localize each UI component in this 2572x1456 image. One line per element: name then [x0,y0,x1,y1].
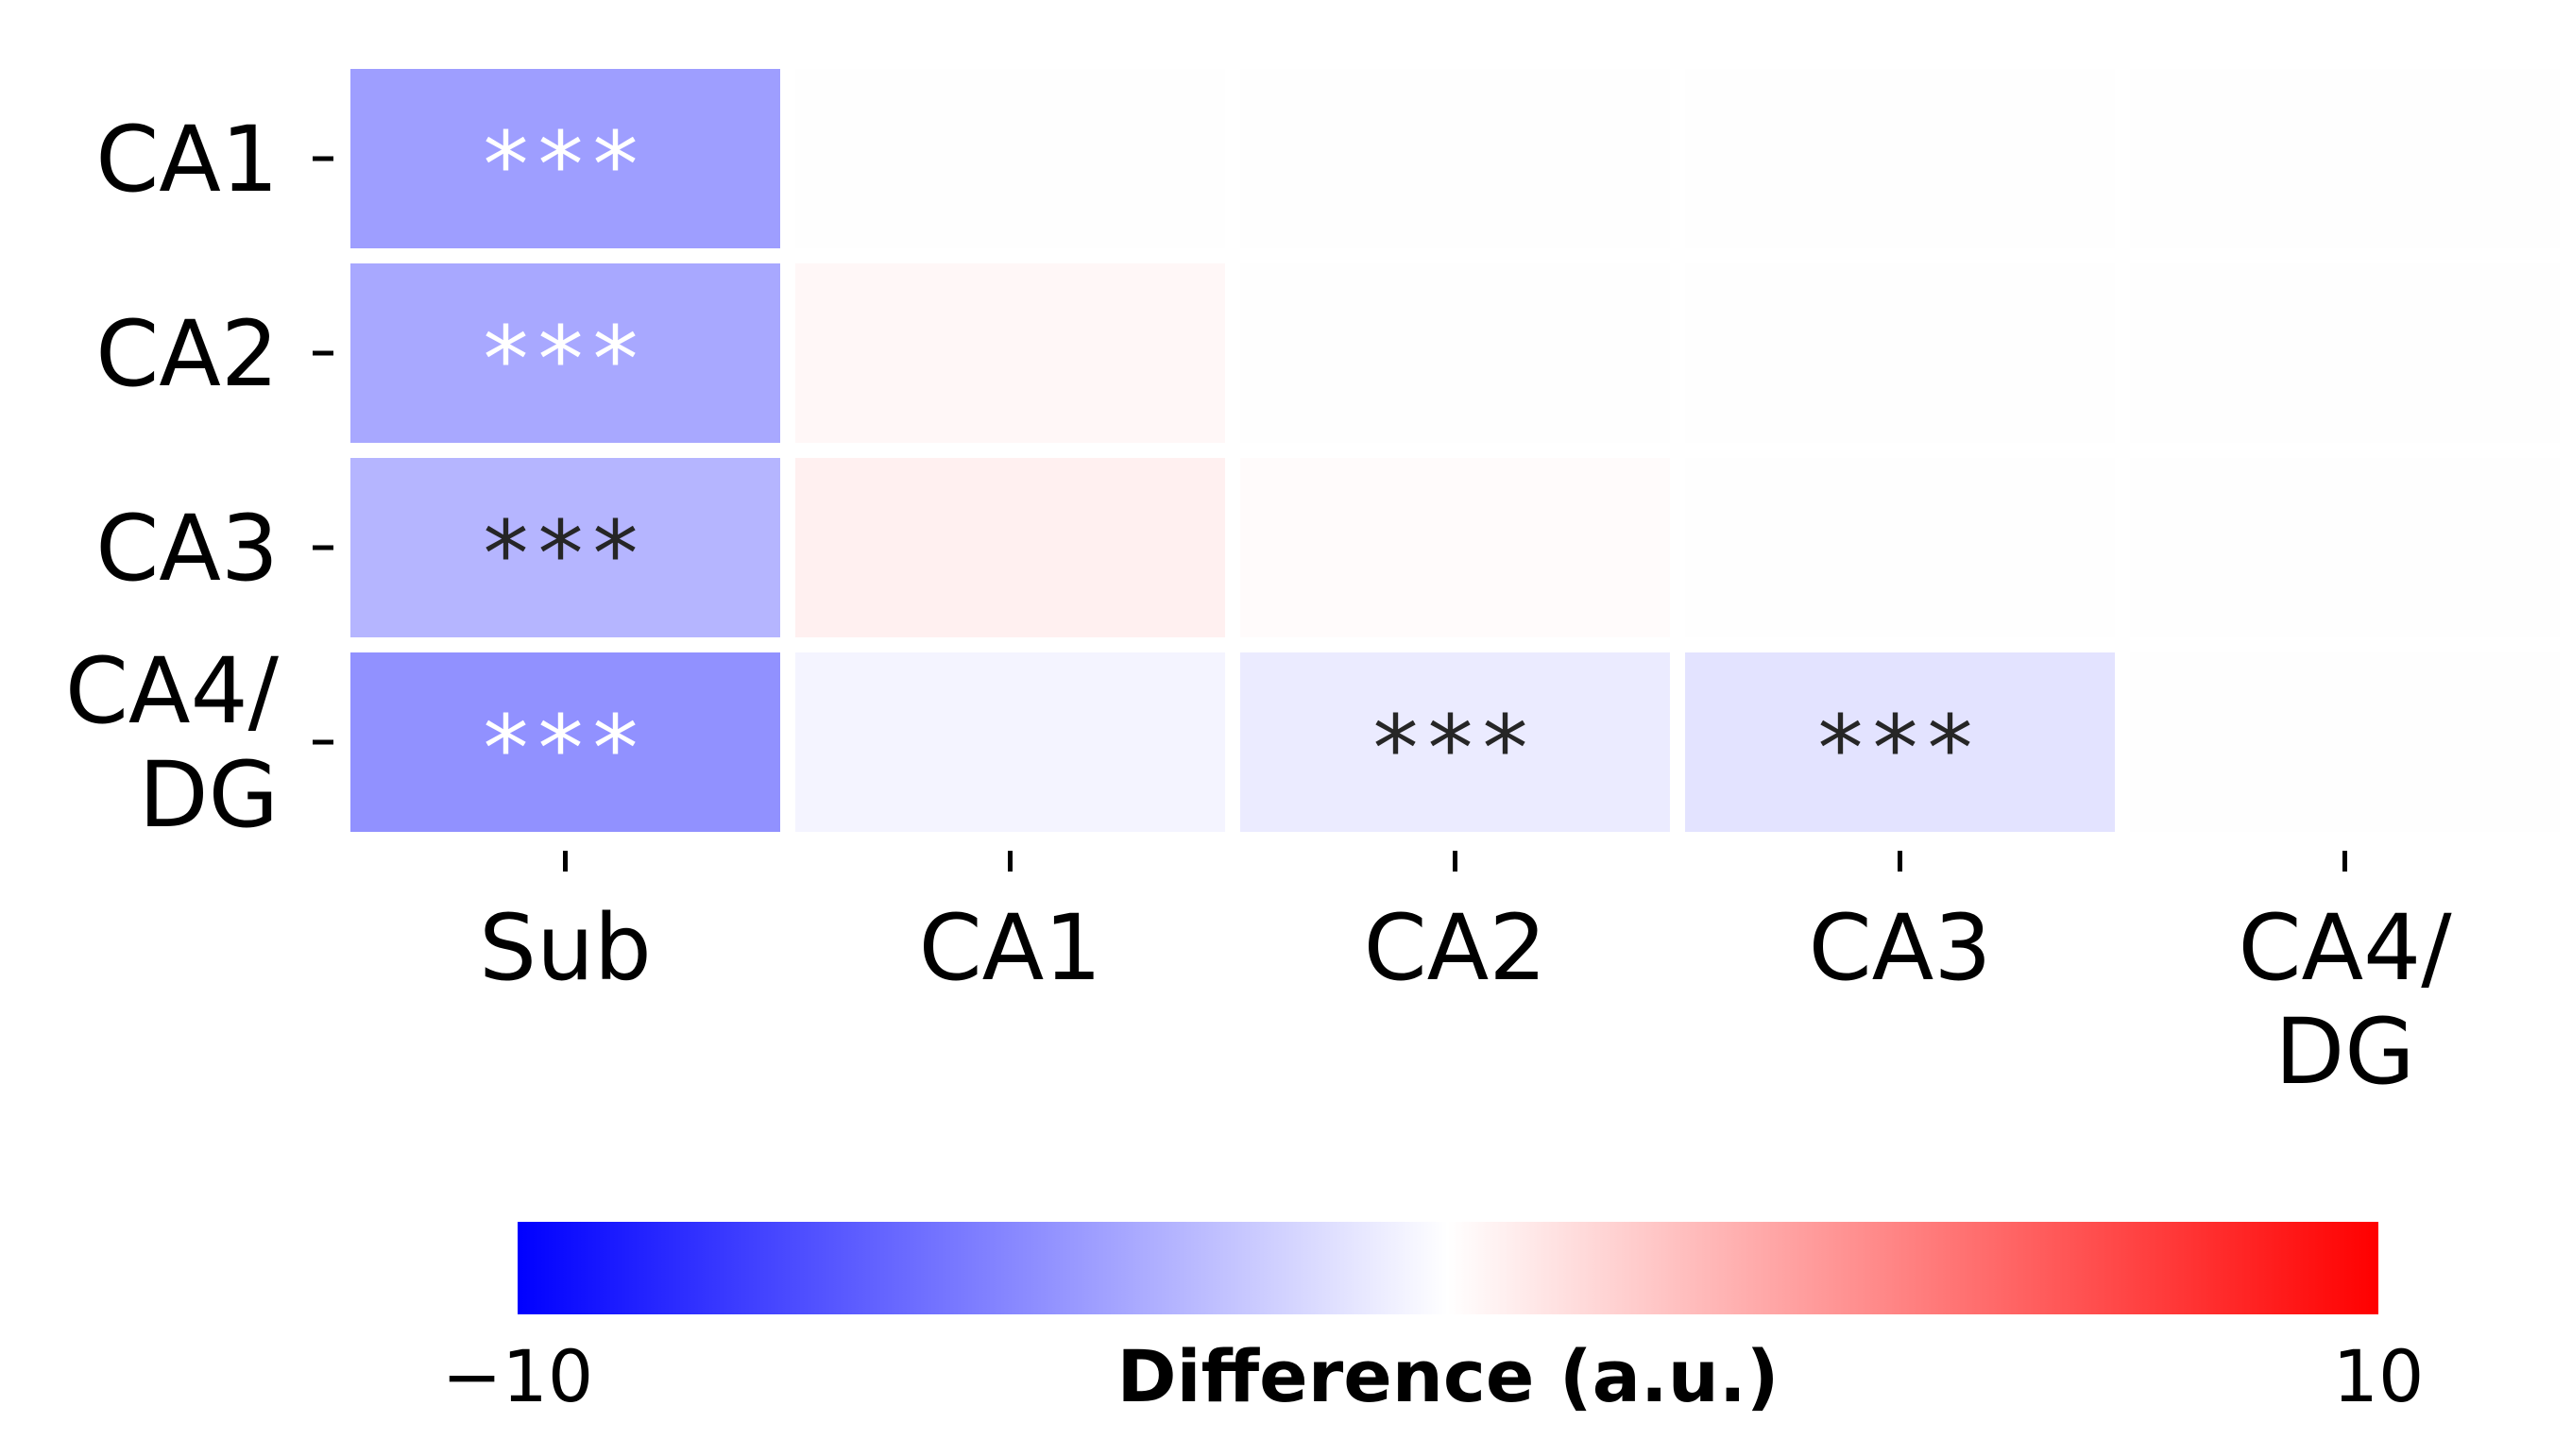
cell-annotation: *** [1373,696,1538,802]
x-tick-label: CA1 [919,895,1102,1001]
colorbar-min-label: −10 [442,1334,593,1418]
colorbar-title: Difference (a.u.) [1116,1334,1779,1418]
heatmap-cell [1240,652,1670,832]
y-tick-label: CA4/ [65,638,280,744]
x-tick-label: CA3 [1809,895,1992,1001]
heatmap-cell-masked [1685,458,2115,637]
heatmap-cell-masked [1240,69,1670,248]
cell-annotation: *** [484,307,648,413]
cell-annotation: *** [484,501,648,607]
x-tick-label: DG [2274,999,2414,1105]
heatmap-cell [1240,458,1670,637]
cell-annotation: *** [1818,696,1983,802]
y-axis: CA1 CA2 CA3 CA4/DG [65,107,333,848]
heatmap-cell [795,263,1225,443]
heatmap-cell [350,458,780,637]
y-tick-label: CA2 [95,301,279,407]
heatmap-cell [795,652,1225,832]
colorbar-gradient [518,1222,2378,1314]
heatmap-cell [350,69,780,248]
heatmap-cell-masked [2130,458,2560,637]
heatmap-cell-masked [1685,263,2115,443]
y-tick-label: CA1 [95,107,279,212]
heatmap-cell-masked [1240,263,1670,443]
heatmap-cell [350,263,780,443]
heatmap-cell-masked [2130,69,2560,248]
heatmap-cell [795,458,1225,637]
y-tick-label: CA3 [95,496,279,601]
heatmap-cell [1685,652,2115,832]
heatmap-cell-masked [1685,69,2115,248]
x-axis: Sub CA1 CA2 CA3 CA4/DG [479,851,2452,1105]
heatmap-cell-masked [795,69,1225,248]
x-tick-label: Sub [479,895,652,1001]
heatmap-cells: *** *** *** *** *** *** [350,69,2560,832]
heatmap-cell [350,652,780,832]
colorbar-max-label: 10 [2333,1334,2425,1418]
cell-annotation: *** [484,696,648,802]
x-tick-label: CA4/ [2238,895,2452,1001]
heatmap-cell-masked [2130,263,2560,443]
cell-annotation: *** [484,112,648,218]
y-tick-label: DG [139,742,279,848]
heatmap-cell-masked [2130,652,2560,832]
colorbar: −10 Difference (a.u.) 10 [442,1222,2425,1418]
x-tick-label: CA2 [1364,895,1547,1001]
